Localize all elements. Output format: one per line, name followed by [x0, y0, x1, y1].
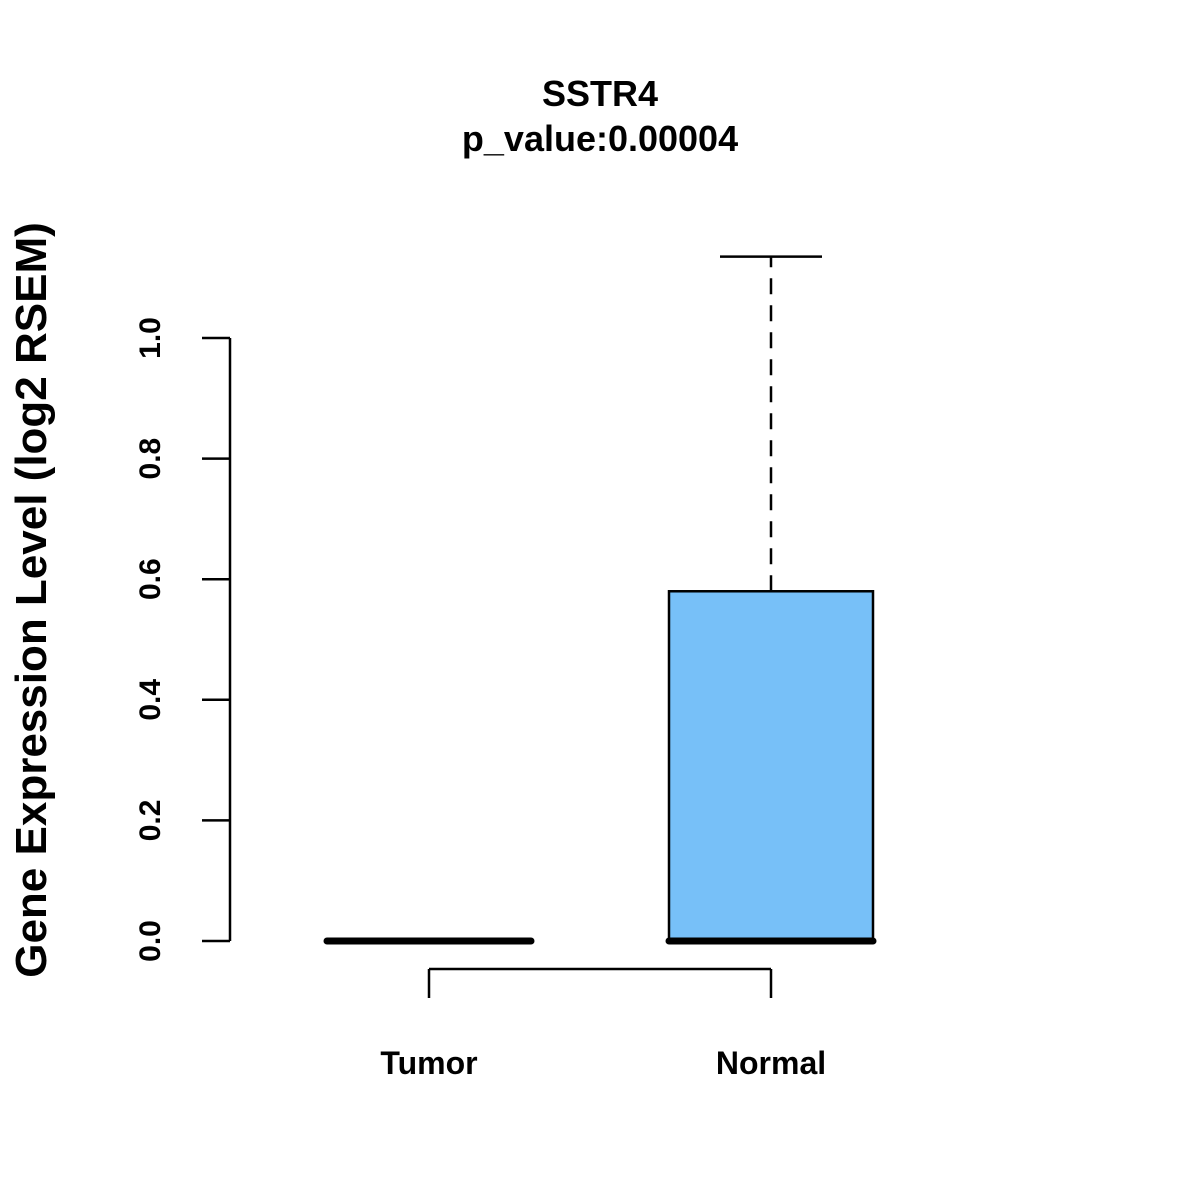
y-tick-label: 0.2 — [134, 800, 167, 842]
y-tick-label: 0.4 — [134, 679, 167, 721]
boxes — [323, 255, 877, 945]
y-tick-label: 1.0 — [134, 317, 167, 359]
box-normal — [667, 590, 875, 943]
x-tick-label: Normal — [716, 1045, 826, 1081]
y-tick-label: 0.0 — [134, 920, 167, 962]
chart-title: SSTR4 — [542, 73, 658, 114]
x-tick-label: Tumor — [380, 1045, 477, 1081]
chart-subtitle: p_value:0.00004 — [462, 118, 738, 159]
y-axis-label: Gene Expression Level (log2 RSEM) — [7, 222, 56, 978]
y-tick-label: 0.6 — [134, 558, 167, 600]
y-axis: 0.0 0.2 0.4 0.6 0.8 1.0 — [134, 317, 232, 962]
x-axis: Tumor Normal — [380, 967, 826, 1081]
y-tick-label: 0.8 — [134, 438, 167, 480]
